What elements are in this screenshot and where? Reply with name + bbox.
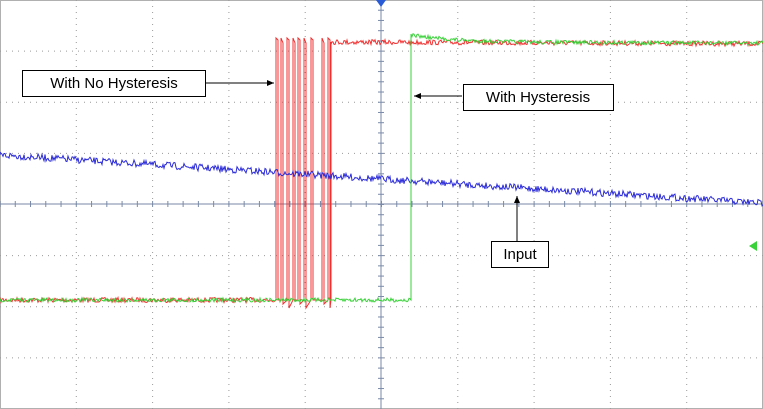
trace-input xyxy=(0,151,763,207)
trace-hysteresis xyxy=(0,33,763,304)
annotation-label: Input xyxy=(503,246,537,263)
traces xyxy=(0,33,763,310)
annotation-label: With Hysteresis xyxy=(486,89,590,106)
label-box xyxy=(491,241,549,268)
channel-marker xyxy=(749,241,757,251)
label-box xyxy=(22,70,206,97)
trigger-marker xyxy=(376,0,386,7)
annotation-label: With No Hysteresis xyxy=(50,75,178,92)
label-box xyxy=(463,84,614,111)
